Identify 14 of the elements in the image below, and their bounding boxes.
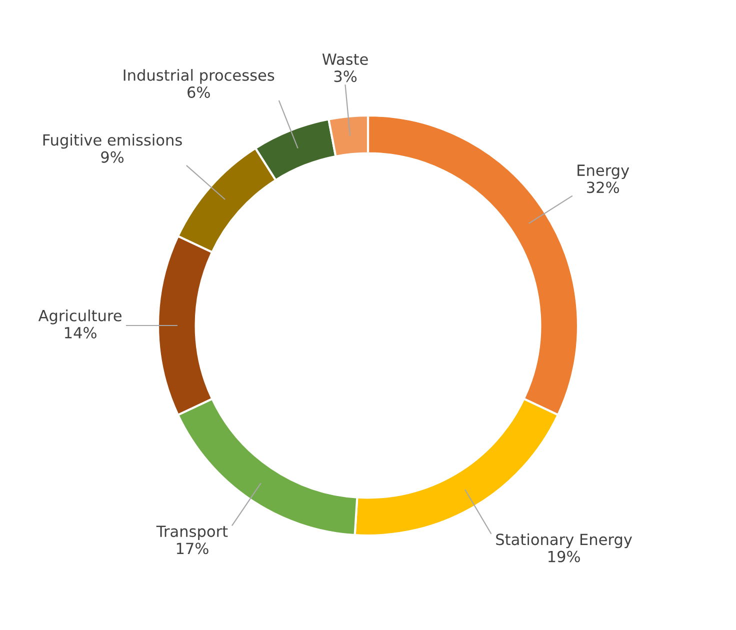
- slice-label: Fugitive emissions: [43, 134, 182, 149]
- slice-label: Energy: [578, 164, 630, 179]
- data-label: 9%: [101, 151, 124, 163]
- data-label: 6%: [188, 86, 210, 98]
- data-label: 19%: [548, 550, 580, 562]
- data-label: 17%: [176, 542, 208, 554]
- slice-label: Waste: [322, 54, 368, 66]
- slice-label: Agriculture: [38, 310, 122, 324]
- slice-label: Stationary Energy: [496, 533, 632, 548]
- slice-label: Transport: [156, 526, 228, 540]
- data-label: 3%: [334, 70, 357, 82]
- data-label: 14%: [64, 326, 96, 338]
- slice-label: Industrial processes: [124, 69, 274, 84]
- data-label: 32%: [587, 182, 619, 194]
